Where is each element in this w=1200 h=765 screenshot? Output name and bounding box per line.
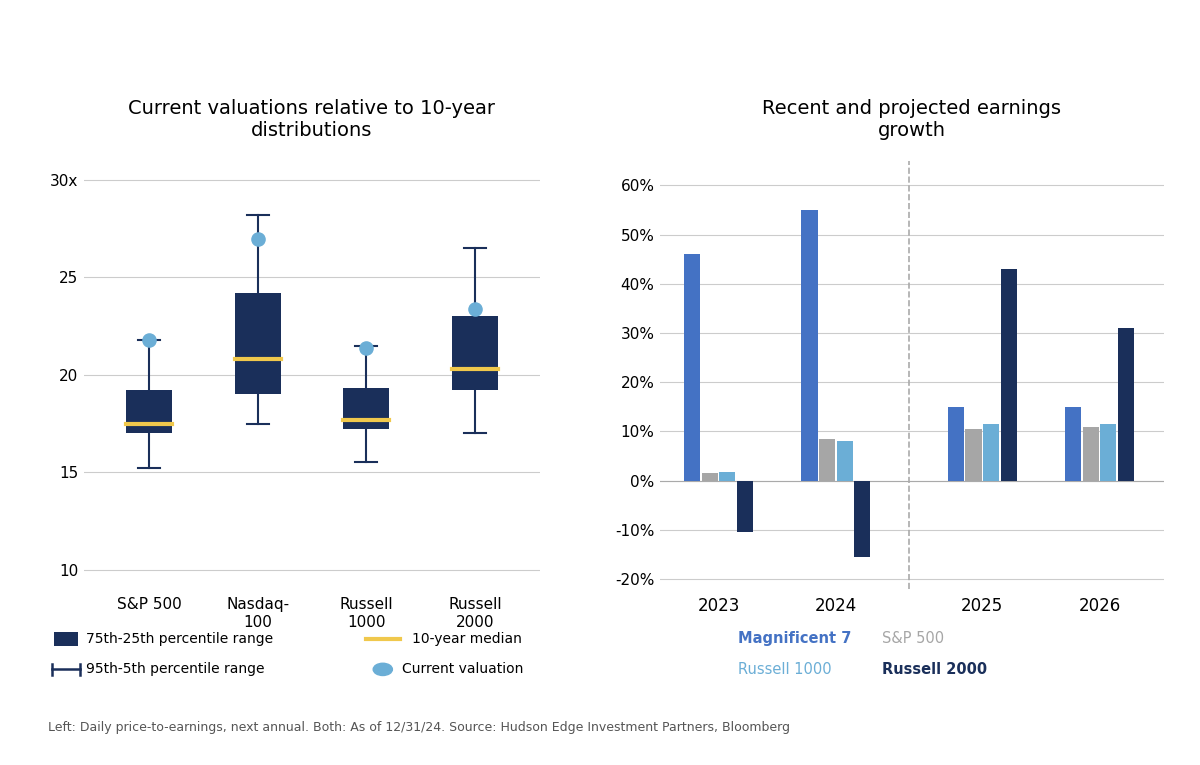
Point xyxy=(356,341,376,353)
Text: Left: Daily price-to-earnings, next annual. Both: As of 12/31/24. Source: Hudson: Left: Daily price-to-earnings, next annu… xyxy=(48,721,790,734)
Point xyxy=(248,233,268,245)
Bar xyxy=(966,429,982,480)
Bar xyxy=(818,439,835,480)
Point xyxy=(466,302,485,314)
Bar xyxy=(235,293,281,394)
Bar xyxy=(126,390,172,433)
Text: Russell 1000: Russell 1000 xyxy=(738,662,832,677)
Bar xyxy=(737,480,754,532)
Bar xyxy=(452,317,498,390)
Title: Recent and projected earnings
growth: Recent and projected earnings growth xyxy=(762,99,1062,140)
Bar xyxy=(1100,424,1116,480)
Bar xyxy=(1118,328,1134,480)
Bar xyxy=(343,389,389,429)
Bar xyxy=(719,472,736,480)
Bar xyxy=(854,480,870,557)
Text: Russell 2000: Russell 2000 xyxy=(882,662,988,677)
Text: S&P 500: S&P 500 xyxy=(882,631,944,646)
Text: Current valuation: Current valuation xyxy=(402,662,523,676)
Bar xyxy=(1001,269,1016,480)
Bar xyxy=(1066,407,1081,480)
Text: 10-year median: 10-year median xyxy=(412,632,522,646)
Point xyxy=(139,334,158,346)
Bar xyxy=(684,254,701,480)
Bar xyxy=(1082,427,1099,480)
Bar xyxy=(948,407,964,480)
Text: 75th-25th percentile range: 75th-25th percentile range xyxy=(86,632,274,646)
Bar xyxy=(983,424,1000,480)
Text: Magnificent 7: Magnificent 7 xyxy=(738,631,851,646)
Bar xyxy=(702,474,718,480)
Bar xyxy=(802,210,817,480)
Bar xyxy=(836,441,853,480)
Title: Current valuations relative to 10-year
distributions: Current valuations relative to 10-year d… xyxy=(128,99,496,140)
Text: 95th-5th percentile range: 95th-5th percentile range xyxy=(86,662,265,676)
